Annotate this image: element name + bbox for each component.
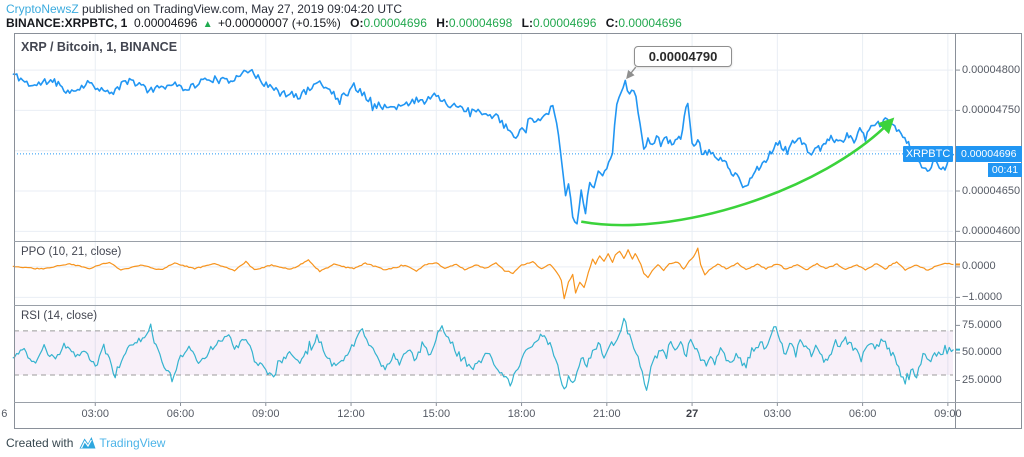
time-label: 06:00	[848, 408, 877, 420]
axis-label-price: 0.00004600	[962, 224, 1021, 237]
time-label: 03:00	[763, 408, 792, 420]
axis-label-price: 0.00004650	[962, 184, 1021, 197]
time-label: 09:00	[934, 408, 962, 420]
time-label: 12:00	[337, 408, 365, 420]
symbol-price-flag: XRPBTC	[903, 145, 953, 162]
open-value: 0.00004696	[363, 16, 427, 30]
axis-label-price: 0.00004800	[962, 63, 1021, 76]
tradingview-logo-icon[interactable]	[79, 435, 96, 450]
time-label: 06:00	[166, 408, 195, 420]
published-text: published on TradingView.com, May 27, 20…	[78, 2, 402, 16]
axis-label-rsi: 25.0000	[962, 374, 1002, 386]
frame-top	[14, 33, 1022, 34]
rsi-line	[12, 317, 954, 391]
footer-branding: Created with TradingView	[6, 435, 165, 450]
time-label: 27	[685, 408, 699, 420]
time-label: 15:00	[422, 408, 451, 420]
cryptonewsz-link[interactable]: CryptoNewsZ	[6, 2, 79, 16]
created-with-text: Created with	[6, 435, 74, 450]
ppo-title: PPO (10, 21, close)	[21, 246, 122, 258]
frame-left	[14, 33, 15, 429]
bar-countdown: 00:41	[988, 162, 1022, 177]
time-label: 03:00	[81, 408, 110, 420]
axis-label-ppo: 0.0000	[962, 260, 996, 273]
axis-label-ppo: −1.0000	[962, 290, 1003, 303]
low-value: 0.00004696	[532, 16, 597, 30]
tradingview-link[interactable]: TradingView	[99, 435, 166, 450]
price-scale-border	[955, 33, 956, 429]
separator-main-ppo	[14, 241, 1022, 242]
change-text: +0.00000007 (+0.15%)	[218, 16, 341, 30]
main-chart-title: XRP / Bitcoin, 1, BINANCE	[21, 40, 178, 54]
symbol-link[interactable]: BINANCE:XRPBTC, 1	[6, 16, 128, 30]
axis-label-rsi: 75.0000	[962, 318, 1002, 331]
rsi-band	[14, 330, 953, 375]
current-price-label: 0.00004696	[956, 145, 1022, 162]
time-label: 18:00	[507, 408, 536, 420]
ppo-line	[12, 247, 954, 300]
low-label: L:	[521, 16, 533, 30]
axis-label-rsi: 50.0000	[962, 346, 1002, 359]
frame-bottom	[14, 428, 1022, 429]
trend-arrow	[581, 117, 895, 227]
time-scale-border	[14, 402, 1022, 403]
callout-tail	[626, 66, 637, 80]
time-label: 6	[1, 408, 8, 420]
high-label: H:	[436, 16, 449, 30]
open-label: O:	[350, 16, 364, 30]
publish-header: CryptoNewsZ published on TradingView.com…	[6, 2, 402, 17]
up-arrow-icon: ▲	[202, 19, 213, 30]
symbol-info-bar: BINANCE:XRPBTC, 1 0.00004696 ▲ +0.000000…	[6, 16, 682, 32]
time-label: 21:00	[593, 408, 621, 420]
frame-right	[1021, 33, 1022, 429]
rsi-title: RSI (14, close)	[21, 310, 98, 322]
price-line	[12, 68, 955, 225]
last-price: 0.00004696	[134, 16, 198, 30]
close-label: C:	[605, 16, 619, 30]
high-value: 0.00004698	[448, 16, 513, 30]
time-label: 09:00	[252, 408, 280, 420]
axis-label-price: 0.00004750	[962, 103, 1021, 116]
close-value: 0.00004696	[618, 16, 682, 30]
separator-ppo-rsi	[14, 305, 1022, 306]
price-callout[interactable]: 0.00004790	[633, 46, 733, 68]
